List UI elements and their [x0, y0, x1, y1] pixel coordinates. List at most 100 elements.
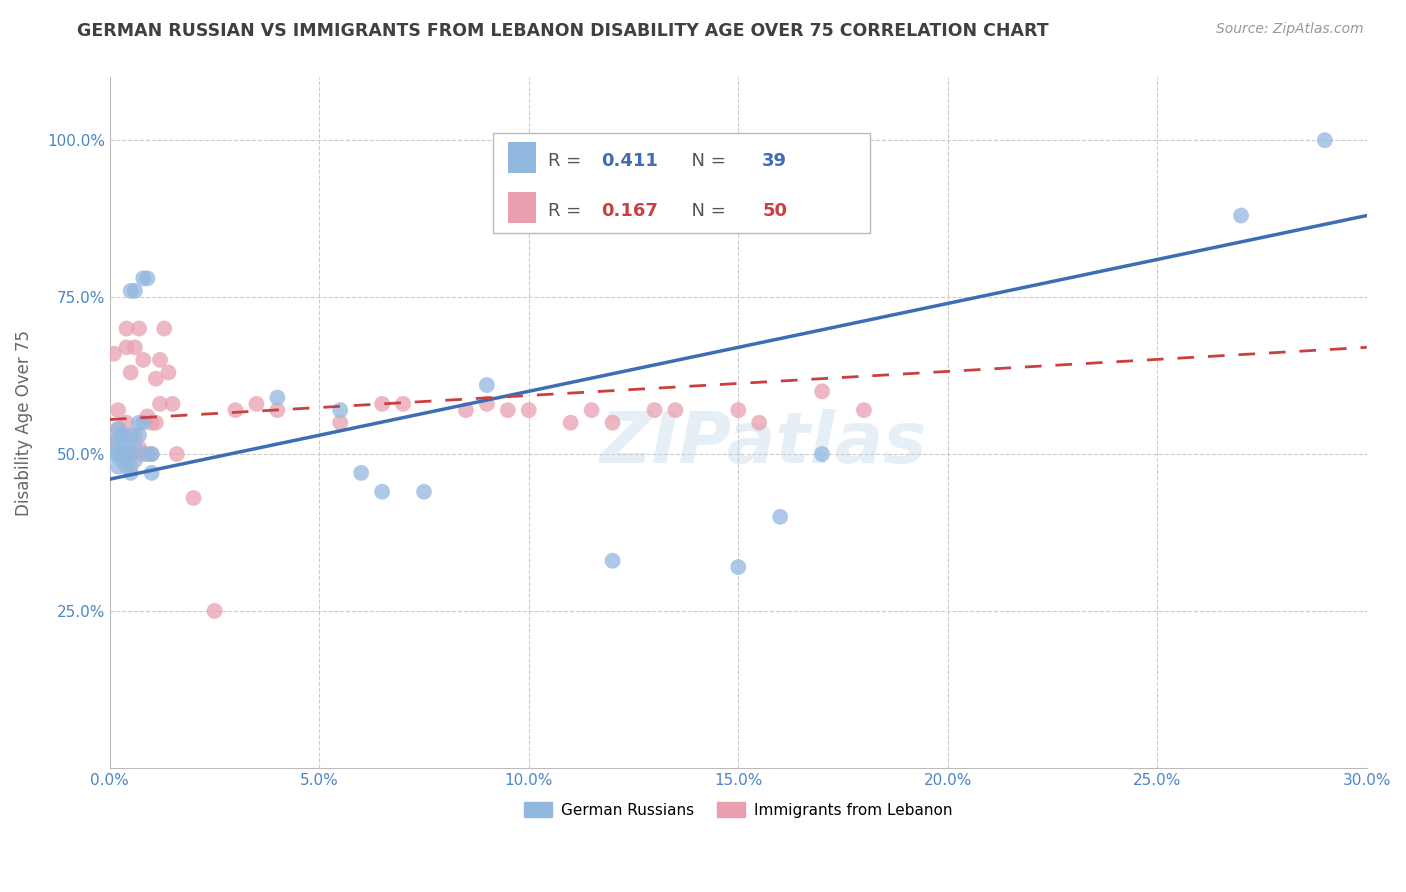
Legend: German Russians, Immigrants from Lebanon: German Russians, Immigrants from Lebanon [519, 796, 959, 824]
Point [643, 403, 665, 417]
Point [602, 416, 624, 430]
Point [560, 416, 582, 430]
Point [128, 428, 150, 442]
Point [162, 397, 184, 411]
Point [120, 459, 142, 474]
Point [115, 447, 138, 461]
Point [149, 352, 172, 367]
Point [350, 466, 373, 480]
Text: 0.411: 0.411 [602, 152, 658, 169]
Point [664, 403, 686, 417]
Point [245, 397, 267, 411]
Point [107, 422, 129, 436]
Point [124, 340, 146, 354]
Point [107, 403, 129, 417]
Point [602, 554, 624, 568]
Point [111, 453, 134, 467]
Point [157, 366, 180, 380]
Point [132, 447, 155, 461]
Point [120, 284, 142, 298]
Point [517, 403, 540, 417]
Point [266, 391, 288, 405]
Point [371, 484, 394, 499]
Text: 39: 39 [762, 152, 787, 169]
Point [115, 434, 138, 449]
Point [166, 447, 188, 461]
Point [120, 428, 142, 442]
Point [475, 397, 498, 411]
Point [107, 422, 129, 436]
Point [124, 441, 146, 455]
Point [132, 271, 155, 285]
Point [103, 434, 125, 449]
Point [128, 441, 150, 455]
Point [128, 321, 150, 335]
Point [141, 447, 163, 461]
Point [103, 434, 125, 449]
Point [371, 397, 394, 411]
Point [496, 403, 519, 417]
Point [149, 397, 172, 411]
Point [120, 466, 142, 480]
Point [145, 372, 167, 386]
Point [115, 459, 138, 474]
Point [124, 447, 146, 461]
Point [183, 491, 205, 505]
Point [111, 428, 134, 442]
Text: GERMAN RUSSIAN VS IMMIGRANTS FROM LEBANON DISABILITY AGE OVER 75 CORRELATION CHA: GERMAN RUSSIAN VS IMMIGRANTS FROM LEBANO… [77, 22, 1049, 40]
Point [132, 416, 155, 430]
Point [204, 604, 226, 618]
Point [124, 428, 146, 442]
Point [136, 447, 159, 461]
Point [141, 416, 163, 430]
Point [107, 447, 129, 461]
Text: ZIPatlas: ZIPatlas [600, 409, 927, 478]
Point [115, 321, 138, 335]
Point [475, 378, 498, 392]
Point [141, 466, 163, 480]
Point [103, 346, 125, 360]
Point [145, 416, 167, 430]
Point [107, 459, 129, 474]
Point [748, 416, 770, 430]
Point [153, 321, 176, 335]
Point [120, 366, 142, 380]
Point [141, 447, 163, 461]
Point [115, 416, 138, 430]
Point [727, 560, 749, 574]
Point [136, 409, 159, 424]
Point [266, 403, 288, 417]
Point [454, 403, 477, 417]
Bar [508, 192, 536, 223]
Point [111, 447, 134, 461]
Point [769, 509, 792, 524]
Point [136, 271, 159, 285]
Y-axis label: Disability Age Over 75: Disability Age Over 75 [15, 330, 32, 516]
Point [120, 447, 142, 461]
Point [581, 403, 603, 417]
Point [132, 352, 155, 367]
Point [852, 403, 875, 417]
Point [413, 484, 436, 499]
Point [329, 403, 352, 417]
Point [103, 447, 125, 461]
Text: 50: 50 [762, 202, 787, 219]
Text: R =: R = [548, 202, 588, 219]
Point [124, 453, 146, 467]
Point [128, 416, 150, 430]
Point [811, 447, 834, 461]
Point [224, 403, 246, 417]
Point [111, 447, 134, 461]
Point [115, 340, 138, 354]
Bar [508, 142, 536, 173]
Text: 0.167: 0.167 [602, 202, 658, 219]
Point [392, 397, 415, 411]
Point [111, 428, 134, 442]
Point [111, 434, 134, 449]
Point [727, 403, 749, 417]
Point [329, 416, 352, 430]
Point [1230, 209, 1253, 223]
Point [1313, 133, 1336, 147]
Text: Source: ZipAtlas.com: Source: ZipAtlas.com [1216, 22, 1364, 37]
Point [811, 384, 834, 399]
